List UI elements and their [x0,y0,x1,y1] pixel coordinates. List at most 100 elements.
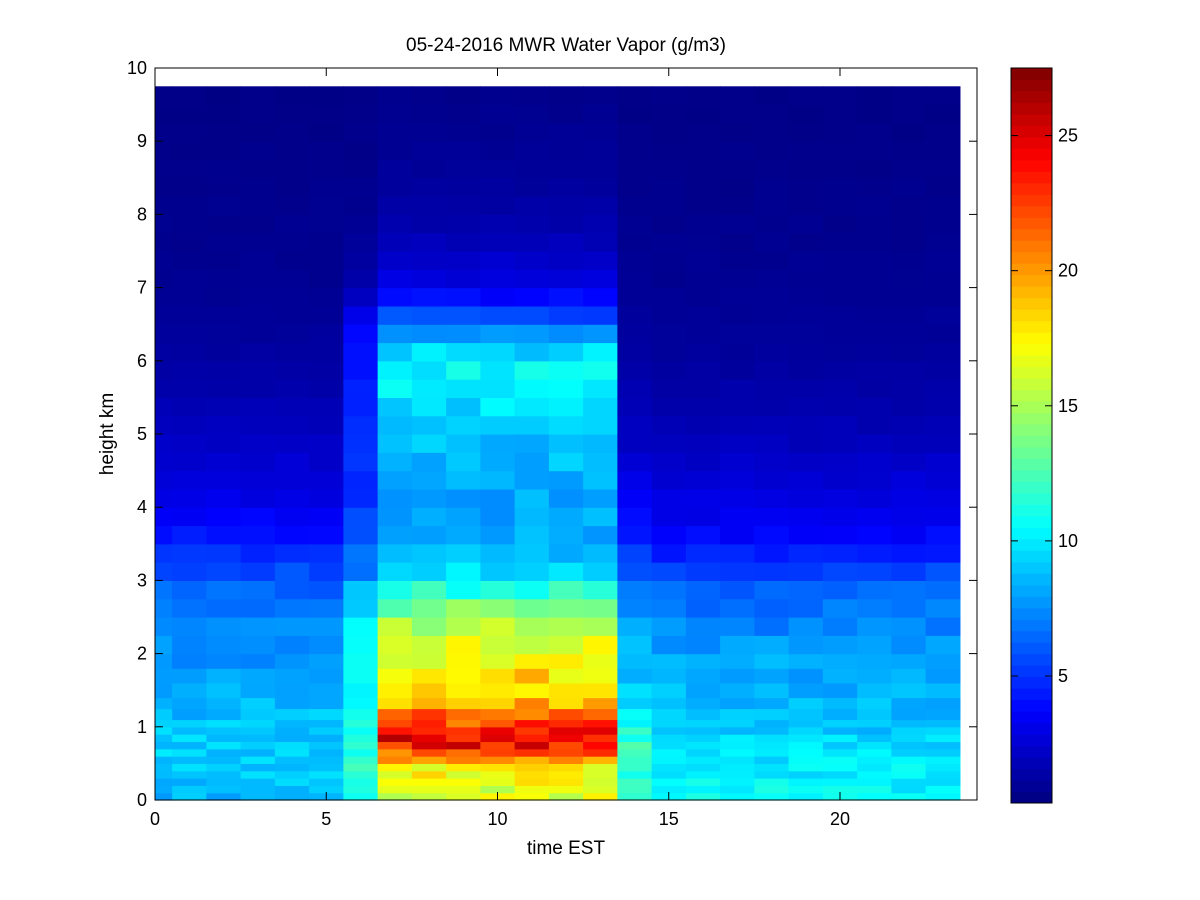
heatmap-cell [343,379,379,398]
heatmap-cell [274,668,310,684]
heatmap-cell [155,470,173,490]
heatmap-cell [548,562,584,581]
heatmap-cell [309,415,344,435]
heatmap-cell [617,251,653,270]
heatmap-cell [891,598,927,618]
heatmap-cell [240,342,276,362]
heatmap-cell [446,756,481,764]
heatmap-cell [155,397,173,417]
heatmap-cell [240,617,276,636]
heatmap-cell [343,734,379,743]
heatmap-cell [685,763,721,772]
heatmap-cell [155,617,173,636]
heatmap-cell [754,488,790,508]
heatmap-cell [583,741,618,750]
heatmap-cell [480,635,516,655]
heatmap-cell [274,452,310,472]
heatmap-cell [377,726,413,735]
heatmap-cell [548,196,584,215]
heatmap-cell [720,251,755,270]
heatmap-cell [617,360,653,380]
heatmap-cell [377,770,413,779]
heatmap-cell [309,741,344,750]
heatmap-cell [617,525,653,545]
heatmap-cell [343,617,379,636]
heatmap-cell [822,726,858,735]
heatmap-cell [548,360,584,380]
heatmap-cell [514,697,550,710]
heatmap-cell [411,778,447,786]
heatmap-cell [411,470,447,490]
heatmap-cell [206,734,242,743]
colorbar-swatch [1011,102,1052,115]
heatmap-cell [754,697,790,710]
heatmap-cell [720,342,755,362]
heatmap-cell [172,741,207,750]
heatmap-cell [754,251,790,270]
heatmap-cell [411,488,447,508]
heatmap-cell [274,525,310,545]
heatmap-cell [685,756,721,764]
heatmap-cell [480,159,516,179]
heatmap-cell [206,697,242,710]
heatmap-cell [857,104,892,124]
heatmap-cell [155,415,173,435]
heatmap-cell [377,488,413,508]
heatmap-cell [788,708,824,721]
heatmap-cell [446,452,481,472]
heatmap-cell [720,470,755,490]
heatmap-cell [446,598,481,618]
heatmap-cell [822,251,858,270]
heatmap-cell [480,342,516,362]
heatmap-cell [206,580,242,600]
heatmap-cell [411,196,447,215]
heatmap-cell [548,697,584,710]
heatmap-cell [891,379,927,398]
heatmap-cell [822,708,858,721]
heatmap-cell [155,653,173,669]
heatmap-cell [446,86,481,106]
heatmap-cell [480,434,516,453]
heatmap-cell [480,653,516,669]
heatmap-cell [309,734,344,743]
heatmap-cell [411,741,447,750]
heatmap-cell [548,141,584,161]
heatmap-cell [891,734,927,743]
heatmap-cell [514,452,550,472]
heatmap-cell [651,719,687,728]
heatmap-cell [172,756,207,764]
heatmap-cell [411,305,447,325]
heatmap-cell [309,697,344,710]
heatmap-cell [446,415,481,435]
heatmap-cell [514,470,550,490]
heatmap-cell [822,562,858,581]
heatmap-cell [446,682,481,699]
heatmap-cell [377,214,413,234]
heatmap-cell [206,122,242,142]
heatmap-cell [925,708,961,721]
heatmap-cell [172,792,207,801]
heatmap-cell [720,734,755,743]
heatmap-cell [446,543,481,563]
heatmap-cell [274,785,310,794]
heatmap-cell [274,251,310,270]
heatmap-cell [309,708,344,721]
heatmap-cell [480,778,516,786]
heatmap-cell [514,785,550,794]
x-axis-label: time EST [527,838,606,859]
heatmap-cell [274,415,310,435]
heatmap-cell [583,708,618,721]
colorbar-swatch [1011,607,1052,620]
heatmap-cell [155,360,173,380]
heatmap-cell [274,562,310,581]
heatmap-cell [925,668,961,684]
heatmap-cell [411,177,447,197]
heatmap-cell [788,653,824,669]
heatmap-cell [155,177,173,197]
heatmap-cell [206,434,242,453]
x-axis-ticks: 0 5 10 15 20 [150,68,850,829]
heatmap-cell [206,251,242,270]
heatmap-cell [155,251,173,270]
heatmap-cell [891,214,927,234]
heatmap-cell [651,251,687,270]
